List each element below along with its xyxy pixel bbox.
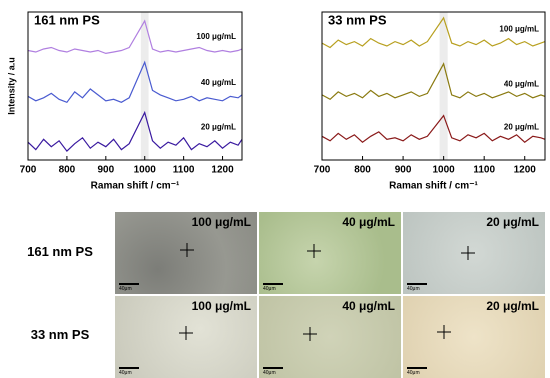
spectrum-line: [321, 16, 546, 49]
spectrum-line: [321, 114, 546, 143]
crosshair: [307, 244, 321, 258]
panel-label: 40 μg/mL: [342, 215, 395, 229]
series-label: 40 μg/mL: [201, 78, 236, 87]
series-label: 100 μg/mL: [196, 32, 236, 41]
micrograph: 20 μg/mL 40μm: [403, 212, 545, 294]
spectrum-line: [321, 62, 546, 101]
series-label: 100 μg/mL: [499, 25, 539, 34]
row-label: 33 nm PS: [30, 327, 90, 342]
micrograph: 20 μg/mL 40μm: [403, 296, 545, 378]
row-label: 161 nm PS: [27, 244, 93, 259]
y-axis-label: Intensity / a.u: [6, 57, 16, 115]
panel-label: 20 μg/mL: [486, 299, 539, 313]
series-label: 20 μg/mL: [201, 122, 236, 131]
series-label: 40 μg/mL: [504, 79, 539, 88]
spectrum-line: [27, 60, 243, 104]
x-tick-label: 1000: [134, 165, 157, 176]
spectrum-line: [27, 110, 243, 152]
chart-title: 161 nm PS: [34, 12, 100, 27]
crosshair: [179, 326, 193, 340]
scale-label: 40μm: [119, 370, 132, 376]
scale-bar: [119, 283, 139, 285]
crosshair: [180, 243, 194, 257]
plot-frame: [321, 11, 546, 161]
highlight-band: [140, 12, 149, 160]
scale-bar: [407, 367, 427, 369]
scale-label: 40μm: [263, 286, 276, 292]
x-tick-label: 800: [59, 165, 76, 176]
chart-title: 33 nm PS: [328, 12, 387, 27]
x-tick-label: 1200: [514, 165, 537, 176]
spectrum-line: [27, 19, 243, 55]
micrograph: 40 μg/mL 40μm: [259, 296, 401, 378]
scale-label: 40μm: [407, 370, 420, 376]
scale-label: 40μm: [263, 370, 276, 376]
scale-bar: [119, 367, 139, 369]
panel-label: 100 μg/mL: [191, 299, 251, 313]
x-tick-label: 1000: [433, 165, 456, 176]
x-tick-label: 1200: [211, 165, 234, 176]
x-tick-label: 700: [314, 165, 331, 176]
x-tick-label: 1100: [473, 165, 495, 176]
series-label: 20 μg/mL: [504, 122, 539, 131]
crosshair: [461, 246, 475, 260]
charts: 100 μg/mL 40 μg/mL 20 μg/mL 700 800 900 1000 11…: [6, 11, 546, 192]
micrograph: 100 μg/mL 40μm: [115, 212, 257, 294]
micrograph: 100 μg/mL 40μm: [115, 296, 257, 378]
x-axis-label: Raman shift / cm⁻¹: [389, 181, 478, 192]
x-axis-label: Raman shift / cm⁻¹: [91, 181, 180, 192]
highlight-band: [439, 12, 448, 160]
scale-bar: [407, 283, 427, 285]
plot-frame: [27, 11, 243, 161]
crosshair: [303, 327, 317, 341]
scale-label: 40μm: [119, 286, 132, 292]
micrograph: 40 μg/mL 40μm: [259, 212, 401, 294]
panel-label: 20 μg/mL: [486, 215, 539, 229]
scale-bar: [263, 283, 283, 285]
x-tick-label: 700: [20, 165, 37, 176]
crosshair: [437, 325, 451, 339]
panel-label: 40 μg/mL: [342, 299, 395, 313]
scale-bar: [263, 367, 283, 369]
x-tick-label: 900: [97, 165, 114, 176]
scale-label: 40μm: [407, 286, 420, 292]
x-tick-label: 800: [354, 165, 371, 176]
panel-label: 100 μg/mL: [191, 215, 251, 229]
x-tick-label: 1100: [173, 165, 195, 176]
x-tick-label: 900: [395, 165, 412, 176]
